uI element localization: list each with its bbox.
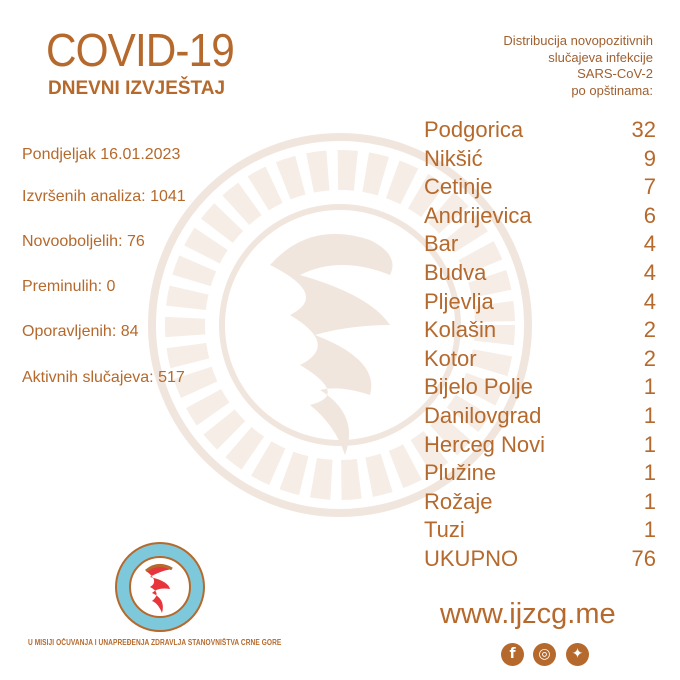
case-count: 2	[643, 345, 656, 371]
tagline: U MISIJI OČUVANJA I UNAPREĐENJA ZDRAVLJA…	[28, 638, 282, 647]
case-count: 1	[643, 402, 656, 428]
municipality-name: Andrijevica	[424, 202, 532, 228]
case-count: 1	[643, 374, 656, 400]
twitter-icon[interactable]: ✦	[566, 643, 589, 666]
municipality-name: Nikšić	[424, 145, 483, 171]
municipality-row: Kolašin 2	[424, 316, 656, 345]
municipality-name: Herceg Novi	[424, 431, 546, 457]
case-count: 4	[643, 259, 656, 285]
case-count: 6	[643, 202, 656, 228]
instagram-icon[interactable]: ◎	[533, 643, 556, 666]
stat-analyses: Izvršenih analiza: 1041	[22, 188, 186, 205]
municipality-name: Podgorica	[424, 117, 524, 142]
municipality-name: Cetinje	[424, 174, 493, 200]
heading-line: Distribucija novopozitivnih	[503, 33, 653, 48]
municipality-row: Bar 4	[424, 230, 656, 259]
facebook-icon[interactable]: f	[501, 643, 524, 666]
municipality-row: Bijelo Polje 1	[424, 373, 656, 402]
municipality-name: Plužine	[424, 460, 497, 486]
case-count: 4	[643, 288, 656, 314]
municipality-row: Kotor 2	[424, 345, 656, 374]
distribution-heading: Distribucija novopozitivnih slučajeva in…	[503, 33, 653, 99]
institute-logo	[115, 542, 205, 632]
case-count: 32	[631, 117, 656, 142]
case-count: 9	[643, 145, 656, 171]
municipality-row: Budva 4	[424, 259, 656, 288]
municipality-row: Pljevlja 4	[424, 288, 656, 317]
case-count: 7	[643, 174, 656, 200]
municipality-name: Rožaje	[424, 488, 493, 514]
municipality-row: Podgorica 32	[424, 116, 656, 145]
municipality-name: Danilovgrad	[424, 402, 542, 428]
page-subtitle: DNEVNI IZVJEŠTAJ	[48, 78, 226, 99]
municipality-name: Budva	[424, 259, 487, 285]
stat-recovered: Oporavljenih: 84	[22, 323, 139, 340]
stat-new-cases: Novooboljelih: 76	[22, 233, 145, 250]
municipality-row: Cetinje 7	[424, 173, 656, 202]
municipality-row: Plužine 1	[424, 459, 656, 488]
municipality-row: Andrijevica 6	[424, 202, 656, 231]
municipality-row: Tuzi 1	[424, 516, 656, 545]
report-date: Pondjeljak 16.01.2023	[22, 146, 181, 163]
case-count: 76	[631, 545, 656, 571]
municipality-name: UKUPNO	[424, 545, 519, 571]
municipality-name: Bijelo Polje	[424, 374, 533, 400]
case-count: 1	[643, 460, 656, 486]
municipality-name: Bar	[424, 231, 459, 257]
website-link[interactable]: www.ijzcg.me	[440, 598, 616, 630]
municipality-name: Kolašin	[424, 317, 497, 343]
page-title: COVID-19	[46, 24, 235, 76]
municipality-row: Nikšić 9	[424, 145, 656, 174]
case-count: 1	[643, 517, 656, 543]
municipality-name: Kotor	[424, 345, 477, 371]
heading-line: SARS-CoV-2	[577, 66, 653, 81]
municipality-list: Podgorica 32 Nikšić 9 Cetinje 7 Andrijevica 6 Ba…	[424, 116, 656, 574]
municipality-row: Herceg Novi 1	[424, 431, 656, 460]
case-count: 1	[643, 431, 656, 457]
stat-deaths: Preminulih: 0	[22, 278, 116, 295]
heading-line: po opštinama:	[571, 82, 653, 98]
watermark-logo	[148, 133, 532, 517]
municipality-name: Pljevlja	[424, 288, 494, 314]
municipality-row: Danilovgrad 1	[424, 402, 656, 431]
case-count: 4	[643, 231, 656, 257]
total-row: UKUPNO 76	[424, 545, 656, 574]
heading-line: slučajeva infekcije	[548, 49, 653, 65]
case-count: 2	[643, 317, 656, 343]
case-count: 1	[643, 488, 656, 514]
municipality-name: Tuzi	[424, 517, 465, 543]
municipality-row: Rožaje 1	[424, 488, 656, 517]
stat-active: Aktivnih slučajeva: 517	[22, 369, 185, 386]
